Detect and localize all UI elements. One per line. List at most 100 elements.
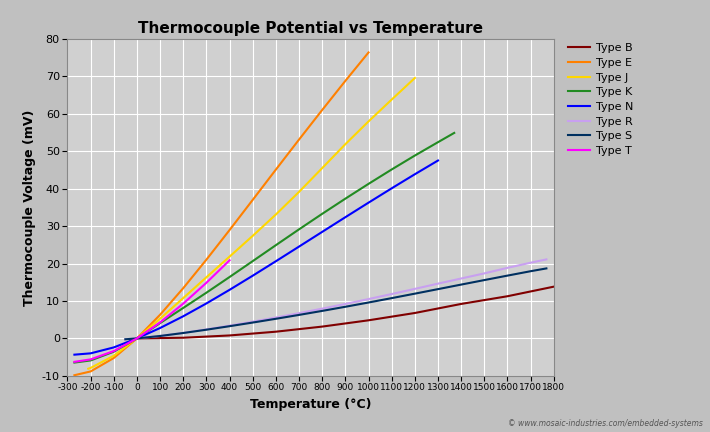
Type S [295,312,303,318]
Type K [295,227,303,232]
Type K [155,321,164,326]
Line: Type T: Type T [75,260,229,362]
Type B [272,329,280,334]
Type R [202,327,211,332]
Text: © www.mosaic-industries.com/embedded-systems: © www.mosaic-industries.com/embedded-sys… [508,419,703,428]
Type J [179,295,187,301]
Type N [202,301,211,306]
Type R [388,292,396,297]
Type K [341,196,349,201]
Type N [341,215,349,220]
Type B [364,318,373,323]
Type K [248,258,257,264]
Type B [225,333,234,338]
Type R [295,311,303,316]
Type R [179,330,187,336]
Type B [503,294,512,299]
Type J [155,316,164,321]
Type R [480,271,488,276]
Line: Type N: Type N [75,161,438,355]
Type S [318,308,327,314]
Type E [272,167,280,172]
Type E [341,78,349,83]
Type N [434,158,442,163]
Type J [133,336,141,341]
Line: Type B: Type B [137,287,554,338]
Type S [272,316,280,321]
Line: Type K: Type K [75,133,454,362]
Type T [202,280,211,286]
Type E [225,227,234,232]
Type N [272,259,280,264]
Type E [318,108,327,113]
Y-axis label: Thermocouple Voltage (mV): Thermocouple Voltage (mV) [23,109,36,305]
Type J [225,254,234,259]
Line: Type E: Type E [75,52,368,375]
Type E [87,369,95,374]
Type J [318,165,327,171]
Type S [434,286,442,292]
Type K [133,336,141,341]
Type K [364,181,373,187]
Type K [272,242,280,248]
Type B [179,335,187,340]
Type S [248,320,257,325]
Type E [155,312,164,318]
Type N [109,345,118,350]
Type S [542,266,551,271]
Type R [121,337,130,342]
Type J [84,366,92,371]
Type N [70,352,79,357]
Type S [526,269,535,274]
Type E [109,356,118,361]
Type B [550,284,558,289]
Type S [225,324,234,329]
Type T [87,357,95,362]
Type J [272,212,280,217]
Type K [202,290,211,295]
Type E [133,336,141,341]
Type J [248,233,257,238]
Type R [457,276,466,281]
Type R [225,323,234,328]
Title: Thermocouple Potential vs Temperature: Thermocouple Potential vs Temperature [138,21,483,36]
Type N [133,336,141,341]
Type N [87,351,95,356]
Type T [109,349,118,354]
Type E [70,373,79,378]
Type N [318,229,327,235]
Type S [179,330,187,336]
Type B [410,311,419,316]
Type B [318,324,327,329]
Type K [70,360,79,365]
Type E [202,257,211,262]
Type N [179,314,187,319]
Type J [87,365,95,371]
Type K [318,211,327,216]
Type S [457,282,466,287]
Type T [225,257,234,263]
Type E [295,137,303,142]
Type R [526,260,535,265]
Legend: Type B, Type E, Type J, Type K, Type N, Type R, Type S, Type T: Type B, Type E, Type J, Type K, Type N, … [564,39,638,160]
Type S [410,291,419,296]
Type R [318,306,327,311]
Type S [480,277,488,283]
Type S [133,336,141,341]
Type N [155,325,164,330]
Type S [202,327,211,332]
Type E [248,197,257,203]
Type R [434,281,442,286]
Type S [364,300,373,305]
Type J [295,189,303,194]
Type T [133,336,141,341]
Type J [202,275,211,280]
Type T [70,359,79,365]
Type E [364,50,373,55]
Type R [133,336,141,341]
Type K [225,274,234,280]
Type T [155,320,164,325]
Line: Type J: Type J [88,78,415,368]
Type S [121,337,130,342]
Type J [364,119,373,124]
